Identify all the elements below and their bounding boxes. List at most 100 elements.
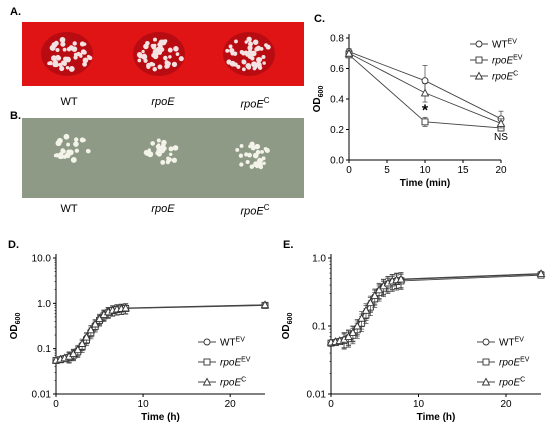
colony [138,54,143,59]
colony [79,137,85,143]
colony [249,164,255,169]
colony [254,143,261,150]
data-point [352,321,362,330]
colony [70,67,74,72]
colony [59,37,66,43]
colony [63,60,67,65]
colony [168,146,174,152]
colony [65,66,70,70]
y-tick-label: 1.0 [37,299,51,310]
y-tick-label: 0.01 [32,390,52,401]
colony [247,152,252,158]
panel-b-label-rpoe: rpoE [151,203,175,215]
colony [63,133,70,140]
colony [79,41,86,47]
colony [245,160,250,165]
colony [66,153,71,157]
colony [160,159,166,165]
colony [143,58,148,63]
legend-marker [202,377,212,386]
panel-a-label-wt: WT [60,96,78,108]
y-axis-label: OD600 [312,86,325,113]
data-point [77,339,87,347]
panel-c-chart: C. 0 5 10 15 20 0.0 0.2 0.4 0.6 0.8 Time (min) OD600… [312,13,523,189]
legend-entry: rpoEC [499,377,525,389]
colony [137,58,142,63]
colony [227,60,231,64]
colony [251,61,257,68]
y-tick-label: 0.8 [330,34,344,45]
panel-letter: D. [8,239,19,251]
panel-a-letter: A. [10,6,21,18]
data-point [86,325,96,334]
data-point [421,77,429,85]
y-axis-label: OD600 [9,313,22,340]
colony [168,152,173,157]
colony [245,63,252,69]
colony [261,156,266,161]
colony [172,145,179,151]
colony [239,162,244,167]
colony [173,46,179,52]
colony [55,140,62,147]
data-point [344,48,354,57]
x-tick-label: 20 [495,165,507,176]
x-axis-label: Time (h) [141,412,180,423]
data-point [348,328,358,337]
y-tick-label: 1.0 [312,254,326,265]
data-point [73,345,83,354]
colony [171,61,178,67]
x-axis-label: Time (min) [400,178,450,189]
colony [153,48,159,54]
panel-b-label-wt: WT [60,203,78,215]
colony [152,66,157,72]
colony [73,52,78,57]
colony [241,50,246,56]
data-point [121,303,130,312]
colony [143,43,149,50]
x-tick-label: 10 [413,399,425,410]
y-tick-label: 0.1 [37,344,51,355]
colony [244,40,248,44]
data-point [496,118,506,127]
y-tick-label: 0.1 [312,322,326,333]
y-tick-label: 0.6 [330,64,344,75]
panel-a-plate [22,22,304,86]
colony [263,146,268,151]
data-point [374,285,384,294]
colony [164,63,170,69]
colony [178,56,184,62]
colony [58,62,63,68]
colony [159,47,165,52]
colony [247,49,253,55]
legend-marker [203,338,211,346]
colony [257,162,263,168]
colony [250,56,255,61]
colony [261,55,266,59]
colony [252,39,259,45]
panel-b-plate [22,118,304,198]
panel-b-label-rpoec: rpoEC [240,203,270,218]
series-triangle [326,269,546,349]
colony [241,67,246,72]
colony [239,144,244,148]
colony [255,45,262,51]
legend-entry: rpoEEV [220,357,251,369]
colony [250,145,256,151]
colony [168,55,172,59]
colony [51,55,57,62]
colony [159,145,164,151]
colony [62,56,69,62]
colony [163,55,168,61]
data-point [344,332,353,340]
colony [49,44,56,51]
panel-letter: E. [283,239,293,251]
colony [247,45,253,51]
y-tick-label: 0.01 [307,390,327,401]
colony [70,156,77,163]
x-axis-label: Time (h) [417,412,456,423]
legend-marker [482,358,490,366]
colony [82,61,87,67]
series-line [330,274,542,344]
colony [150,141,156,146]
